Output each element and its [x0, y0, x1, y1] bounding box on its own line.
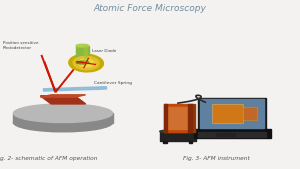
Text: Fig. 2- schematic of AFM operation: Fig. 2- schematic of AFM operation — [0, 156, 98, 161]
Bar — [200, 99, 264, 128]
Bar — [192, 104, 195, 132]
Ellipse shape — [73, 56, 99, 70]
Bar — [212, 104, 243, 123]
Text: Cantilever Spring: Cantilever Spring — [94, 81, 133, 85]
Bar — [160, 131, 196, 141]
Polygon shape — [54, 89, 57, 92]
Bar — [163, 141, 167, 143]
Bar — [194, 129, 271, 138]
Polygon shape — [44, 87, 106, 91]
Ellipse shape — [14, 104, 112, 123]
Polygon shape — [40, 95, 86, 97]
Polygon shape — [14, 113, 112, 123]
Bar — [216, 133, 235, 136]
Text: Fig. 3- AFM instrument: Fig. 3- AFM instrument — [183, 156, 249, 161]
Bar — [198, 98, 266, 129]
Bar — [213, 104, 242, 122]
Ellipse shape — [14, 113, 112, 132]
Bar — [188, 104, 192, 132]
Polygon shape — [40, 96, 86, 104]
Bar — [76, 46, 89, 63]
Bar — [189, 141, 192, 143]
Bar — [84, 46, 87, 63]
Bar — [243, 107, 257, 120]
Bar — [164, 104, 167, 132]
Bar — [167, 107, 188, 129]
Ellipse shape — [76, 61, 89, 64]
Ellipse shape — [78, 59, 94, 67]
Bar — [244, 107, 256, 120]
Bar — [164, 104, 192, 132]
Text: Atomic Force Microscopy: Atomic Force Microscopy — [94, 4, 206, 13]
Text: Laser Diode: Laser Diode — [92, 49, 116, 53]
Ellipse shape — [160, 130, 196, 133]
Ellipse shape — [69, 54, 104, 72]
Ellipse shape — [76, 44, 89, 47]
Bar — [198, 132, 266, 137]
Text: Position sensitive
Photodetector: Position sensitive Photodetector — [3, 41, 38, 50]
